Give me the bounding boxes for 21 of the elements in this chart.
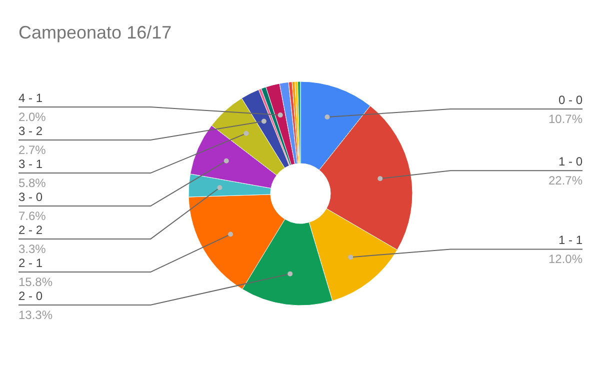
slice-label: 3 - 2 — [18, 124, 43, 138]
data-label: 15.8% — [18, 275, 53, 290]
data-label: 2.0% — [18, 110, 46, 124]
slice-label: 1 - 0 — [558, 154, 583, 169]
data-label: 22.7% — [548, 174, 583, 188]
data-label: 2.7% — [18, 143, 46, 158]
slice-label: 2 - 0 — [18, 289, 43, 304]
slice-label: 4 - 1 — [18, 91, 43, 106]
slice-label: 2 - 1 — [18, 256, 43, 270]
slice-label: 3 - 1 — [18, 157, 43, 172]
slice-label: 3 - 0 — [18, 190, 43, 204]
data-label: 7.6% — [18, 209, 46, 224]
data-label: 5.8% — [18, 176, 46, 190]
slice-label: 0 - 0 — [558, 93, 583, 108]
data-label: 10.7% — [548, 112, 583, 126]
slice-label: 2 - 2 — [18, 223, 43, 238]
slice-label: 1 - 1 — [558, 233, 583, 248]
data-label: 12.0% — [548, 252, 583, 266]
data-label: 3.3% — [18, 242, 46, 256]
data-label: 13.3% — [18, 308, 53, 322]
chart-title: Campeonato 16/17 — [18, 22, 172, 42]
